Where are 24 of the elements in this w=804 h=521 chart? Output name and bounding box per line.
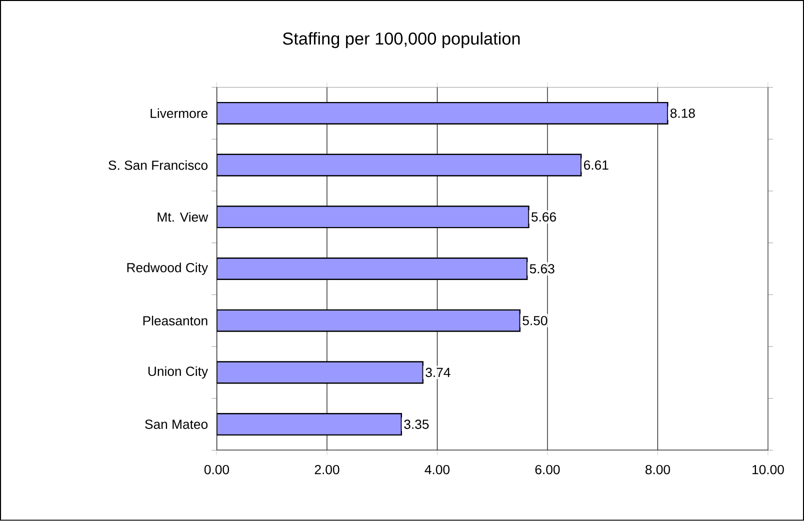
data-label: 8.18: [670, 108, 695, 118]
x-tick-label: 0.00: [204, 465, 230, 474]
y-tick-label: Redwood City: [127, 262, 208, 275]
x-tick-label: 8.00: [646, 465, 670, 474]
x-tick-label: 6.00: [535, 465, 560, 474]
chart-title: Staffing per 100,000 population: [282, 32, 520, 48]
x-tick-label: 10.00: [752, 465, 784, 474]
bar: [216, 413, 402, 436]
data-label: 3.74: [426, 368, 450, 378]
y-tick-label: Mt. View: [158, 212, 208, 222]
y-tick-label: Union City: [148, 366, 208, 379]
bar: [216, 154, 582, 176]
data-label: 3.35: [404, 420, 429, 430]
y-tick-label: Livermore: [150, 108, 208, 118]
bar: [216, 102, 668, 125]
data-label: 5.63: [530, 264, 554, 274]
data-label: 6.61: [584, 160, 608, 170]
y-tick-label: San Mateo: [145, 420, 208, 430]
y-tick-label: S. San Francisco: [108, 160, 208, 170]
x-tick-label: 4.00: [424, 465, 450, 474]
y-tick-label: Pleasanton: [143, 316, 208, 326]
data-label: 5.50: [522, 316, 548, 326]
data-label: 5.66: [531, 212, 556, 222]
x-tick-label: 2.00: [314, 465, 340, 474]
